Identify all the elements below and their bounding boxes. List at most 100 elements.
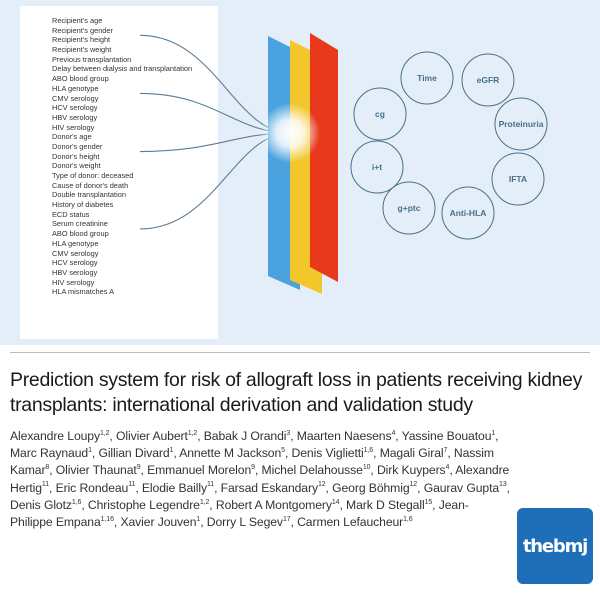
outcome-node — [350, 140, 404, 194]
author: Robert A Montgomery14 — [216, 498, 340, 512]
variable-item: ABO blood group — [52, 229, 109, 239]
author-affiliation: 7 — [443, 446, 448, 454]
author-affiliation: 1 — [491, 429, 496, 437]
model-layer-red — [310, 33, 338, 282]
author-affiliation: 1,2 — [199, 498, 210, 506]
variable-item: HLA genotype — [52, 238, 99, 248]
author: Georg Böhmig12 — [332, 481, 417, 495]
variable-item: HLA genotype — [52, 83, 99, 93]
outcome-node-label: Time — [417, 73, 437, 83]
author: Elodie Bailly11 — [142, 481, 214, 495]
author-name: Alexandre Loupy — [10, 429, 100, 443]
author-affiliation: 8 — [45, 464, 50, 472]
author-affiliation: 1,2 — [187, 429, 198, 437]
author: Marc Raynaud1 — [10, 446, 92, 460]
author: Gillian Divard1 — [98, 446, 173, 460]
author: Alexandre Hertig11 — [10, 463, 509, 494]
outcome-node-label: IFTA — [509, 174, 527, 184]
author: Christophe Legendre1,2 — [88, 498, 209, 512]
variable-item: Serum creatinine — [52, 219, 108, 229]
outcome-node-label: Proteinuria — [499, 119, 544, 129]
variable-item: CMV serology — [52, 248, 99, 258]
author: Yassine Bouatou1 — [402, 429, 496, 443]
author: Dirk Kuypers4 — [377, 463, 449, 477]
author-name: Xavier Jouven — [120, 515, 197, 530]
variable-item: HBV serology — [52, 267, 98, 277]
author-affiliation: 1 — [88, 446, 92, 454]
author: Gaurav Gupta13 — [424, 481, 507, 495]
outcome-nodes: Time eGFR cg Proteinuria i+t IFTA g+ptc Anti-HL… — [350, 51, 548, 240]
variable-item: Cause of donor's death — [52, 180, 129, 190]
article-title: Prediction system for risk of allograft … — [10, 369, 583, 416]
author-affiliation: 1,6 — [403, 515, 413, 523]
author-affiliation: 14 — [331, 498, 340, 506]
author-name: Eric Rondeau — [55, 480, 129, 495]
outcome-node — [494, 97, 548, 151]
author-name: Farsad Eskandary — [220, 480, 318, 495]
author-name: Mark D Stegall — [346, 497, 425, 512]
author-list: Alexandre Loupy1,2, Olivier Aubert1,2, B… — [10, 429, 510, 530]
author-affiliation: 5 — [281, 446, 285, 454]
variable-item: Previous transplantation — [52, 54, 132, 64]
author-affiliation: 10 — [362, 464, 371, 472]
author-affiliation: 9 — [136, 464, 141, 472]
author-name: Jean-Philippe Empana — [10, 497, 469, 530]
variable-item: Double transplantation — [52, 190, 126, 200]
author-name: Robert A Montgomery — [215, 497, 332, 512]
author-name: Olivier Aubert — [116, 429, 188, 443]
outcome-node — [382, 181, 436, 235]
author: Michel Delahousse10 — [262, 463, 371, 477]
outcome-node-label: Anti-HLA — [450, 208, 487, 218]
logo-text: thebmj — [522, 535, 588, 557]
author: Farsad Eskandary12 — [221, 481, 326, 495]
author-affiliation: 1,16 — [100, 515, 114, 523]
author-name: Maarten Naesens — [296, 429, 392, 443]
author-affiliation: 12 — [317, 481, 326, 489]
author: Annette M Jackson5 — [179, 446, 285, 460]
outcome-node-label: g+ptc — [398, 203, 421, 213]
author-name: Babak J Orandi — [203, 429, 287, 443]
variable-item: Delay between dialysis and transplantati… — [52, 64, 193, 74]
author: Eric Rondeau11 — [56, 481, 136, 495]
variable-list: Recipient's age Recipient's gender Recipie… — [52, 16, 192, 297]
author-name: Annette M Jackson — [179, 446, 282, 461]
author: Nassim Kamar8 — [10, 446, 494, 477]
outcome-node-label: cg — [375, 109, 385, 119]
author-name: Carmen Lefaucheur — [297, 515, 404, 530]
author-name: Alexandre Hertig — [10, 463, 510, 495]
author-affiliation: 11 — [41, 481, 49, 489]
author-name: Christophe Legendre — [87, 497, 200, 512]
author-affiliation: 17 — [282, 515, 291, 523]
author-name: Elodie Bailly — [141, 480, 207, 495]
author: Dorry L Segev17 — [207, 515, 291, 529]
outcome-node — [400, 51, 454, 105]
variable-item: Recipient's gender — [52, 25, 113, 35]
outcome-node — [441, 186, 495, 240]
divider — [10, 352, 590, 353]
author: Jean-Philippe Empana1,16 — [10, 498, 469, 529]
author: Denis Glotz1,6 — [10, 498, 81, 512]
variable-item: CMV serology — [52, 93, 99, 103]
variable-item: HIV serology — [52, 122, 95, 132]
author: Denis Viglietti1,6 — [292, 446, 374, 460]
variable-item: Recipient's weight — [52, 45, 112, 55]
variable-item: ECD status — [52, 209, 90, 219]
outcome-node — [353, 87, 407, 141]
variable-item: History of diabetes — [52, 200, 114, 210]
author: Magali Giral7 — [380, 446, 448, 460]
author-name: Denis Viglietti — [291, 446, 364, 461]
author-name: Magali Giral — [379, 446, 444, 461]
author-affiliation: 1,6 — [71, 498, 82, 506]
author-name: Dirk Kuypers — [376, 463, 446, 478]
author-name: Olivier Thaunat — [55, 463, 137, 478]
author: Xavier Jouven1 — [120, 515, 200, 529]
variable-item: Donor's weight — [52, 161, 101, 171]
outcome-node — [461, 53, 515, 107]
author: Emmanuel Morelon9 — [147, 463, 255, 477]
variable-item: HCV serology — [52, 103, 98, 113]
network-diagram: Time eGFR cg Proteinuria i+t IFTA g+ptc Anti-HL… — [139, 33, 548, 294]
author: Alexandre Loupy1,2 — [10, 429, 110, 443]
author-affiliation: 12 — [409, 481, 418, 489]
author-affiliation: 15 — [424, 498, 433, 506]
variable-item: Donor's gender — [52, 141, 103, 151]
